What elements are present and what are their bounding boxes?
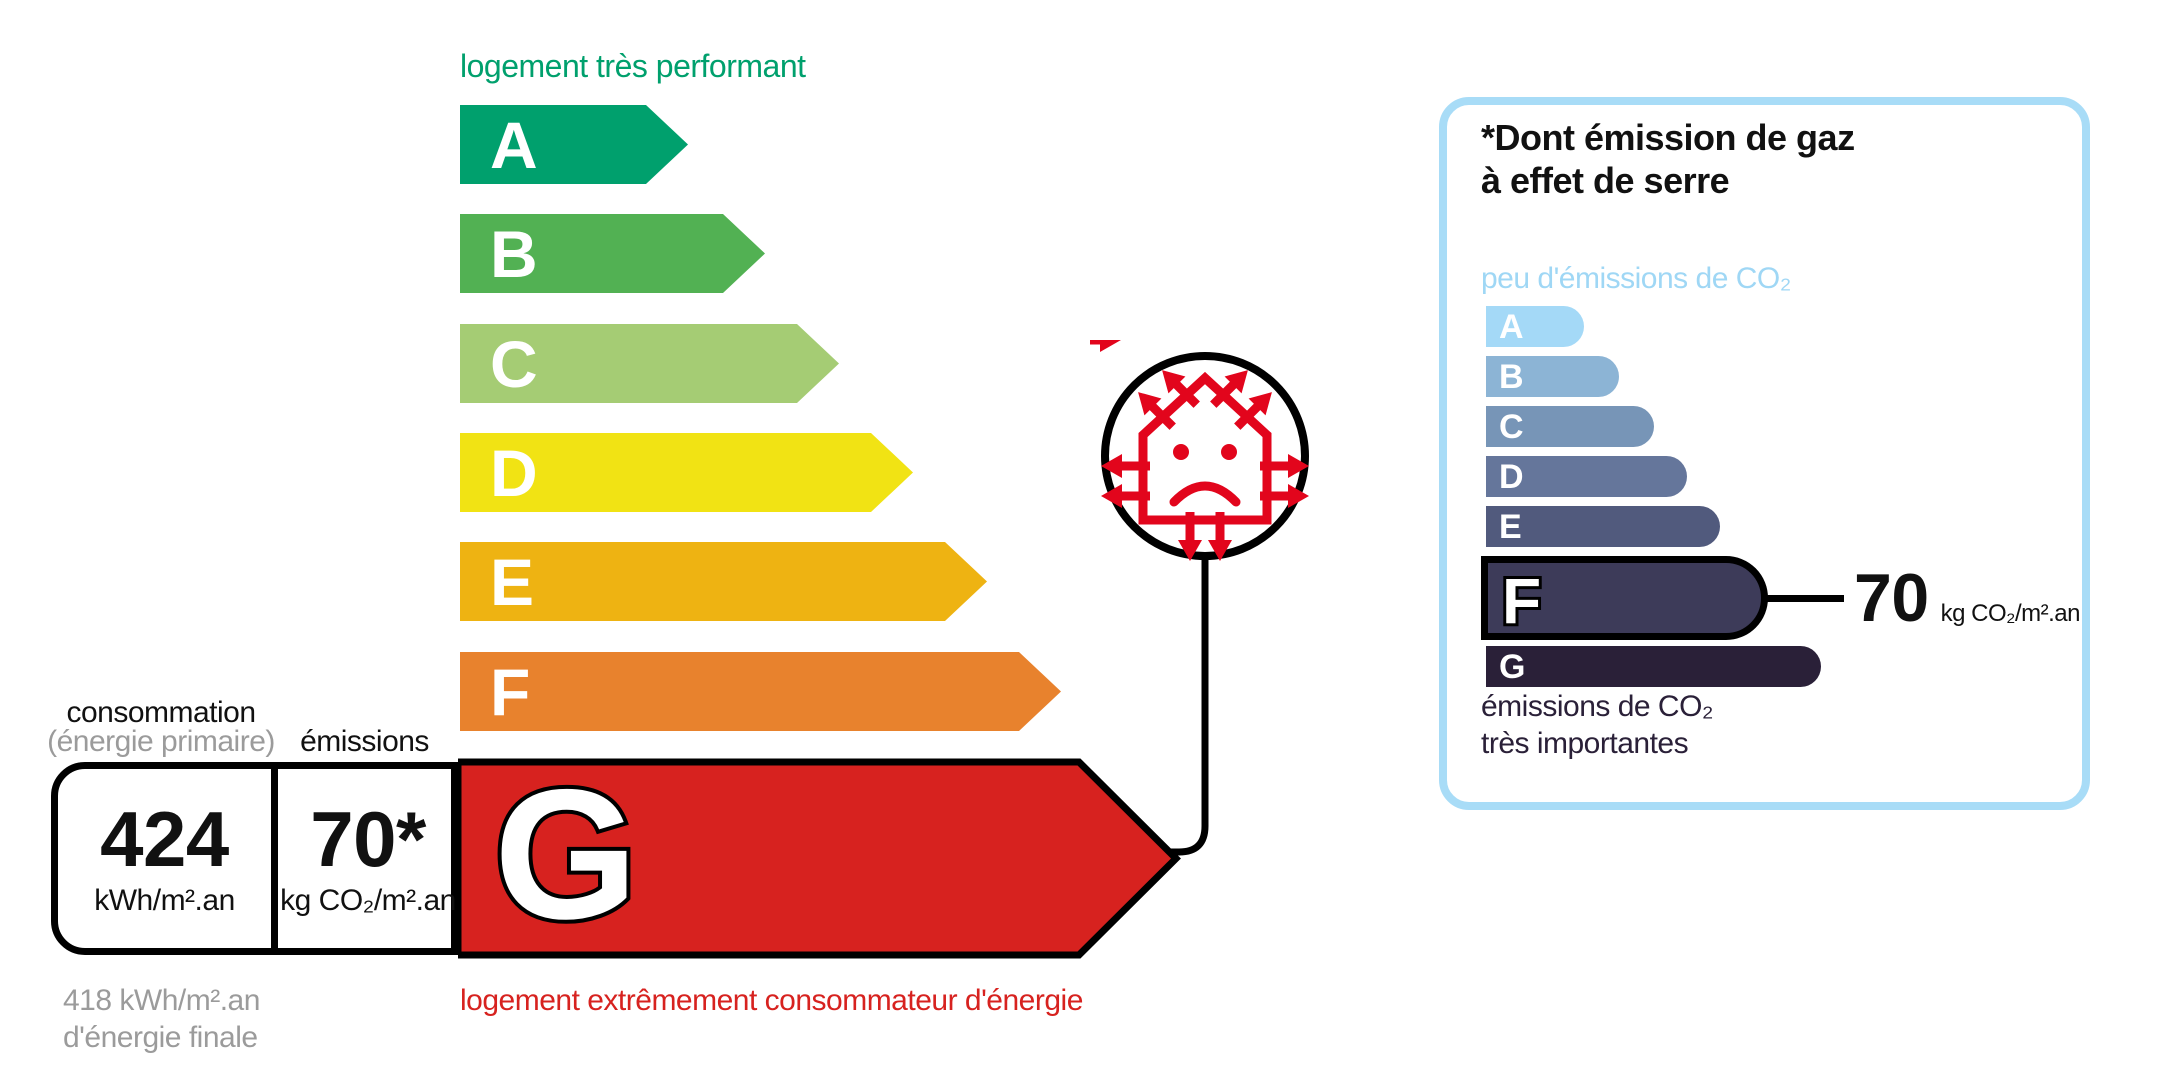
energy-bar-letter: A — [490, 107, 538, 182]
co2-bottom-label-line2: très importantes — [1481, 727, 1689, 760]
co2-value-row: 70 kg CO₂/m².an — [1854, 556, 2081, 640]
co2-bar-letter: G — [1499, 647, 1525, 686]
co2-bar-b: B — [1486, 356, 1619, 397]
co2-bar-g: G — [1486, 646, 1821, 687]
energy-bar-e: E — [460, 542, 987, 621]
co2-bar-f-highlighted: F — [1481, 556, 1768, 640]
final-energy-line1: 418 kWh/m².an — [63, 984, 260, 1017]
co2-bar-a: A — [1486, 306, 1584, 347]
sad-house-energy-leak-icon — [1090, 340, 1309, 856]
co2-value-unit: kg CO₂/m².an — [1940, 600, 2081, 627]
co2-panel-title-line1: *Dont émission de gaz — [1481, 117, 1855, 158]
co2-value: 70 — [1854, 560, 1929, 636]
co2-bar-letter: C — [1499, 407, 1524, 446]
energy-bar-b: B — [460, 214, 765, 293]
co2-top-label: peu d'émissions de CO₂ — [1481, 262, 1791, 295]
energy-bar-letter: F — [490, 654, 530, 729]
co2-bar-c: C — [1486, 406, 1654, 447]
co2-bar-d: D — [1486, 456, 1687, 497]
co2-bar-letter: F — [1502, 565, 1541, 633]
emissions-cell: 70* kg CO₂/m².an — [278, 762, 458, 955]
co2-bar-letter: A — [1499, 307, 1524, 346]
final-energy-line2: d'énergie finale — [63, 1021, 258, 1054]
co2-bar-letter: E — [1499, 507, 1522, 546]
energy-bar-letter: G — [494, 758, 637, 958]
co2-bar-e: E — [1486, 506, 1720, 547]
energy-bar-letter: D — [490, 435, 538, 510]
consumption-value: 424 — [100, 794, 229, 883]
value-box-divider — [271, 769, 278, 948]
consumption-cell: 424 kWh/m².an — [58, 762, 271, 955]
energy-bar-letter: C — [490, 326, 538, 401]
energy-scale-top-label: logement très performant — [460, 48, 806, 84]
co2-panel — [1439, 97, 2090, 810]
energy-bar-a: A — [460, 105, 688, 184]
energy-scale-bottom-label: logement extrêmement consommateur d'éner… — [460, 984, 1083, 1017]
energy-bar-letter: B — [490, 216, 538, 291]
consumption-header: consommation — [66, 696, 256, 729]
co2-panel-title: *Dont émission de gaz à effet de serre — [1481, 116, 1855, 202]
co2-bar-letter: D — [1499, 457, 1524, 496]
co2-panel-title-line2: à effet de serre — [1481, 160, 1730, 201]
co2-bar-letter: B — [1499, 357, 1524, 396]
energy-bar-f: F — [460, 652, 1061, 731]
emissions-unit: kg CO₂/m².an — [280, 883, 456, 917]
co2-bottom-label-line1: émissions de CO₂ — [1481, 690, 1714, 723]
energy-bar-c: C — [460, 324, 839, 403]
consumption-unit: kWh/m².an — [94, 883, 235, 917]
emissions-value: 70* — [310, 794, 426, 883]
emissions-header: émissions — [300, 725, 429, 758]
energy-bar-d: D — [460, 433, 913, 512]
consumption-subheader: (énergie primaire) — [47, 725, 275, 758]
co2-bottom-label: émissions de CO₂ très importantes — [1481, 688, 1714, 762]
energy-bar-g: G — [458, 758, 1181, 959]
final-energy-note: 418 kWh/m².an d'énergie finale — [63, 982, 260, 1056]
value-box — [51, 762, 458, 955]
co2-value-connector-line — [1766, 595, 1844, 602]
energy-bar-letter: E — [490, 544, 534, 619]
